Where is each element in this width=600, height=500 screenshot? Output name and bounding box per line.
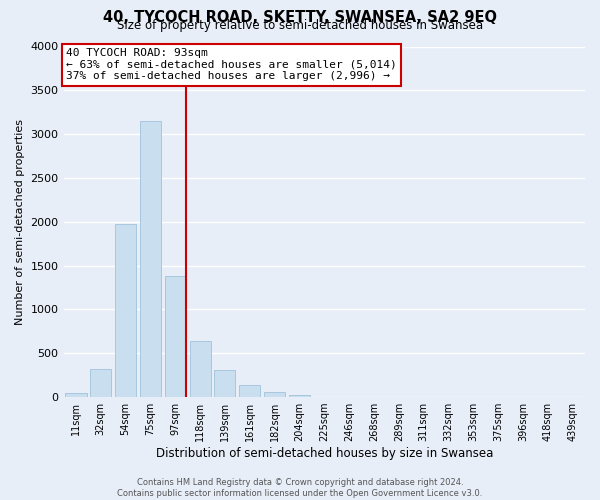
Text: 40 TYCOCH ROAD: 93sqm
← 63% of semi-detached houses are smaller (5,014)
37% of s: 40 TYCOCH ROAD: 93sqm ← 63% of semi-deta… bbox=[66, 48, 397, 82]
Bar bbox=[115, 224, 136, 397]
Y-axis label: Number of semi-detached properties: Number of semi-detached properties bbox=[15, 119, 25, 325]
Bar bbox=[264, 392, 285, 397]
Bar bbox=[289, 396, 310, 397]
Text: Contains HM Land Registry data © Crown copyright and database right 2024.
Contai: Contains HM Land Registry data © Crown c… bbox=[118, 478, 482, 498]
Bar bbox=[90, 369, 112, 397]
Bar bbox=[214, 370, 235, 397]
Bar bbox=[239, 385, 260, 397]
Bar bbox=[165, 276, 186, 397]
Bar bbox=[140, 121, 161, 397]
Bar bbox=[190, 341, 211, 397]
Text: 40, TYCOCH ROAD, SKETTY, SWANSEA, SA2 9EQ: 40, TYCOCH ROAD, SKETTY, SWANSEA, SA2 9E… bbox=[103, 10, 497, 25]
Bar bbox=[65, 392, 86, 397]
Text: Size of property relative to semi-detached houses in Swansea: Size of property relative to semi-detach… bbox=[117, 19, 483, 32]
X-axis label: Distribution of semi-detached houses by size in Swansea: Distribution of semi-detached houses by … bbox=[155, 447, 493, 460]
